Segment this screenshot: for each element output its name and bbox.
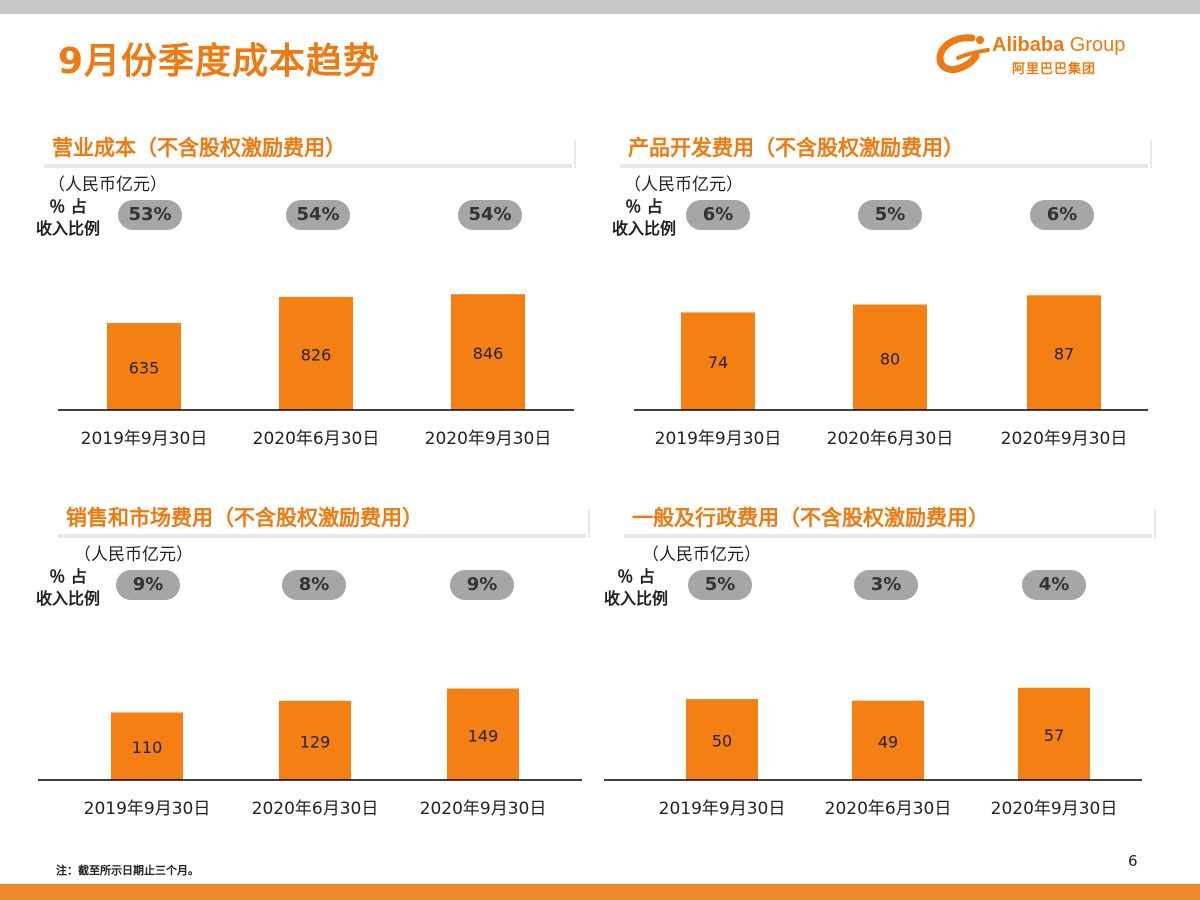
bar <box>447 688 519 780</box>
bar-chart: 50 2019年9月30日 49 2020年6月30日 57 2020年9月30日 <box>604 687 1142 819</box>
category-tick-label: 2020年9月30日 <box>420 799 547 819</box>
revenue-share-label-line2: 收入比例 <box>36 219 101 238</box>
bar <box>279 700 351 780</box>
bar-chart: 74 2019年9月30日 80 2020年6月30日 87 2020年9月30日 <box>634 295 1148 449</box>
revenue-share-pill: 53% <box>118 200 182 230</box>
revenue-share-pill: 9% <box>450 570 514 600</box>
bar <box>279 296 353 410</box>
revenue-share-label-line2: 收入比例 <box>36 589 101 608</box>
chart-panel-product-development: 产品开发费用（不含股权激励费用） （人民币亿元） ％ 占 收入比例 6% 5% … <box>612 132 1188 462</box>
revenue-share-pill: 3% <box>854 570 918 600</box>
bar-value-label: 49 <box>878 732 898 751</box>
category-tick-label: 2020年9月30日 <box>991 799 1118 819</box>
category-tick-label: 2019年9月30日 <box>655 429 782 449</box>
title-divider <box>624 510 1156 538</box>
revenue-share-pill: 5% <box>858 200 922 230</box>
revenue-share-label: ％ 占 收入比例 <box>612 196 676 240</box>
bar <box>852 700 924 780</box>
bar <box>686 699 758 780</box>
revenue-share-label-line1: ％ 占 <box>625 197 663 216</box>
category-tick-label: 2020年9月30日 <box>425 429 552 449</box>
bar <box>111 712 183 780</box>
title-divider <box>620 140 1152 168</box>
logo-wordmark: Alibaba Group <box>992 34 1125 57</box>
revenue-share-label: ％ 占 收入比例 <box>36 196 100 240</box>
bar-value-label: 80 <box>880 349 900 368</box>
bottom-banner-bar <box>0 884 1200 900</box>
unit-label: （人民币亿元） <box>48 175 167 195</box>
top-banner-bar <box>0 0 1200 14</box>
category-tick-label: 2020年6月30日 <box>253 429 380 449</box>
revenue-share-label: ％ 占 收入比例 <box>604 566 668 610</box>
revenue-share-pill: 6% <box>1030 200 1094 230</box>
bar <box>1018 687 1090 780</box>
bar-chart: 110 2019年9月30日 129 2020年6月30日 149 2020年9月30日 <box>38 688 582 819</box>
revenue-share-pill: 54% <box>286 200 350 230</box>
logo-name-light: Group <box>1064 34 1126 56</box>
category-tick-label: 2020年6月30日 <box>825 799 952 819</box>
title-divider <box>58 510 590 538</box>
bar-value-label: 87 <box>1054 345 1074 364</box>
bar <box>1027 295 1101 410</box>
unit-label: （人民币亿元） <box>74 545 193 565</box>
category-tick-label: 2019年9月30日 <box>81 429 208 449</box>
revenue-share-label-line2: 收入比例 <box>604 589 669 608</box>
chart-title: 一般及行政费用（不含股权激励费用） <box>632 506 989 530</box>
title-divider <box>44 140 576 168</box>
bar <box>853 304 927 410</box>
revenue-share-pill: 4% <box>1022 570 1086 600</box>
logo-name-bold: Alibaba <box>992 34 1065 56</box>
chart-title: 销售和市场费用（不含股权激励费用） <box>66 506 423 530</box>
bar-value-label: 846 <box>473 344 504 363</box>
alibaba-group-logo: Alibaba Group 阿里巴巴集团 <box>936 30 1176 80</box>
revenue-share-pill: 54% <box>458 200 522 230</box>
slide-title: 9月份季度成本趋势 <box>58 41 381 82</box>
revenue-share-label-line1: ％ 占 <box>617 567 655 586</box>
category-tick-label: 2020年6月30日 <box>252 799 379 819</box>
bar-value-label: 826 <box>301 345 332 364</box>
bar-value-label: 74 <box>708 353 728 372</box>
bar-value-label: 149 <box>468 726 499 745</box>
bar-value-label: 129 <box>300 732 331 751</box>
revenue-share-pill: 8% <box>282 570 346 600</box>
category-tick-label: 2020年9月30日 <box>1001 429 1128 449</box>
alibaba-smile-icon <box>936 34 990 74</box>
revenue-share-pill: 9% <box>116 570 180 600</box>
footnote: 注：截至所示日期止三个月。 <box>56 864 199 877</box>
bar-chart: 635 2019年9月30日 826 2020年6月30日 846 2020年9月30日 <box>58 294 574 449</box>
chart-panel-cost-of-revenue: 营业成本（不含股权激励费用） （人民币亿元） ％ 占 收入比例 53% 54% … <box>36 132 612 462</box>
chart-title: 营业成本（不含股权激励费用） <box>52 136 346 160</box>
revenue-share-pill: 6% <box>686 200 750 230</box>
revenue-share-label: ％ 占 收入比例 <box>36 566 100 610</box>
page-number: 6 <box>1128 852 1138 870</box>
category-tick-label: 2019年9月30日 <box>84 799 211 819</box>
chart-title: 产品开发费用（不含股权激励费用） <box>628 136 964 160</box>
unit-label: （人民币亿元） <box>642 545 761 565</box>
revenue-share-label-line1: ％ 占 <box>49 567 87 586</box>
revenue-share-pill: 5% <box>688 570 752 600</box>
bar-value-label: 635 <box>129 359 160 378</box>
bar-value-label: 110 <box>132 738 163 757</box>
bar <box>107 323 181 410</box>
chart-panel-sales-and-marketing: 销售和市场费用（不含股权激励费用） （人民币亿元） ％ 占 收入比例 9% 8%… <box>36 502 626 832</box>
revenue-share-label-line1: ％ 占 <box>49 197 87 216</box>
unit-label: （人民币亿元） <box>624 175 743 195</box>
category-tick-label: 2019年9月30日 <box>659 799 786 819</box>
bar <box>681 312 755 410</box>
bar-value-label: 57 <box>1044 726 1064 745</box>
chart-panel-general-and-administrative: 一般及行政费用（不含股权激励费用） （人民币亿元） ％ 占 收入比例 5% 3%… <box>604 502 1192 832</box>
bar-value-label: 50 <box>712 732 732 751</box>
revenue-share-label-line2: 收入比例 <box>612 219 677 238</box>
logo-chinese-name: 阿里巴巴集团 <box>1012 62 1097 77</box>
bar <box>451 294 525 410</box>
category-tick-label: 2020年6月30日 <box>827 429 954 449</box>
